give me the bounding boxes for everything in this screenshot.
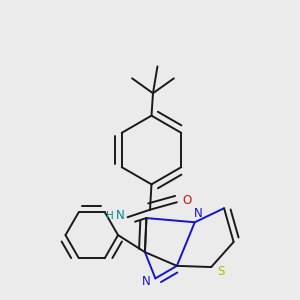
Text: O: O — [183, 194, 192, 207]
Text: N: N — [194, 207, 202, 220]
Text: N: N — [116, 209, 124, 222]
Text: N: N — [141, 275, 150, 289]
Text: H: H — [106, 211, 114, 221]
Text: S: S — [217, 265, 224, 278]
